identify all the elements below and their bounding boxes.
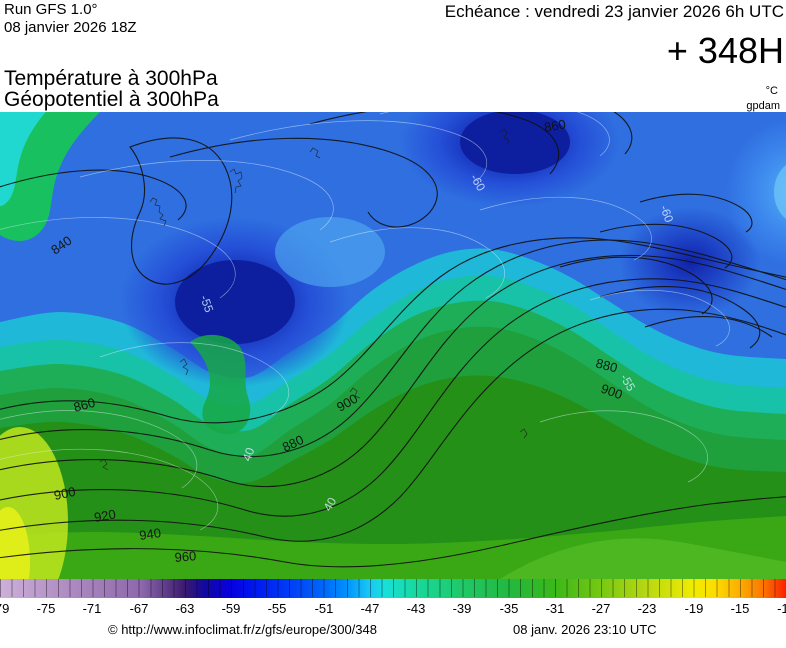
svg-text:940: 940 xyxy=(138,525,162,543)
svg-text:960: 960 xyxy=(174,548,197,565)
